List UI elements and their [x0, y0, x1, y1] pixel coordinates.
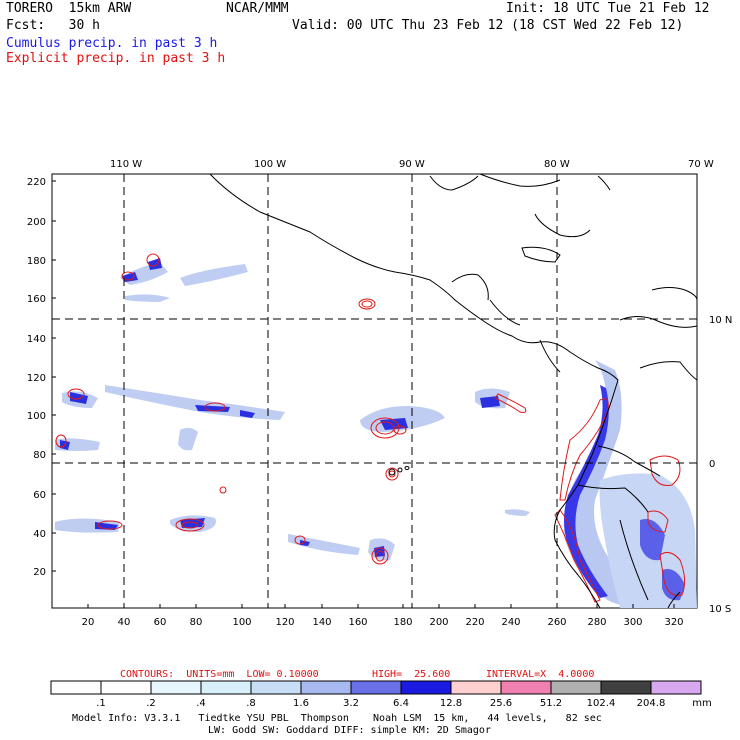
lon-label: 90 W — [399, 159, 425, 170]
colorbar-labels: .1 .2 .4 .8 1.6 3.2 6.4 12.8 25.6 51.2 1… — [96, 698, 712, 709]
lon-label: 70 W — [688, 159, 714, 170]
x-tick: 220 — [465, 617, 484, 628]
x-tick: 200 — [429, 617, 448, 628]
x-axis-ticks: 20 40 60 80 100 120 140 160 180 200 220 … — [82, 617, 684, 628]
colorbar-swatch — [100, 680, 152, 695]
colorbar-label: 12.8 — [440, 698, 462, 709]
physics-info: LW: Godd SW: Goddard DIFF: simple KM: 2D… — [208, 725, 491, 736]
x-tick: 240 — [501, 617, 520, 628]
contour-info: CONTOURS: UNITS=mm LOW= 0.10000 — [120, 669, 319, 680]
x-tick: 100 — [232, 617, 251, 628]
colorbar-swatch — [450, 680, 502, 695]
contour-interval: INTERVAL=X 4.0000 — [486, 669, 595, 680]
colorbar-swatch — [650, 680, 702, 695]
longitude-labels: 110 W 100 W 90 W 80 W 70 W — [110, 159, 714, 170]
y-tick: 100 — [27, 411, 46, 422]
y-tick: 40 — [33, 529, 46, 540]
y-tick: 220 — [27, 177, 46, 188]
valid-time: Valid: 00 UTC Thu 23 Feb 12 (18 CST Wed … — [292, 18, 684, 33]
colorbar-swatch — [350, 680, 402, 695]
explicit-legend: Explicit precip. in past 3 h — [6, 51, 226, 66]
colorbar-label: 1.6 — [293, 698, 309, 709]
colorbar-swatch — [50, 680, 102, 695]
colorbar-unit: mm — [692, 698, 711, 709]
explicit-precip-contours — [55, 253, 686, 603]
y-tick: 160 — [27, 294, 46, 305]
colorbar-swatch — [500, 680, 552, 695]
colorbar-label: .4 — [196, 698, 206, 709]
y-tick: 80 — [33, 450, 46, 461]
x-tick-marks — [87, 604, 675, 608]
colorbar-swatch — [200, 680, 252, 695]
y-tick: 20 — [33, 567, 46, 578]
lon-label: 80 W — [544, 159, 570, 170]
colorbar-label: 102.4 — [587, 698, 616, 709]
contour-high: HIGH= 25.600 — [372, 669, 451, 680]
y-axis-ticks: 220 200 180 160 140 120 100 80 60 40 20 — [27, 177, 46, 578]
colorbar-swatch — [250, 680, 302, 695]
colorbar-label: .8 — [246, 698, 256, 709]
galapagos-island — [388, 468, 396, 476]
coastlines — [209, 173, 698, 609]
colorbar — [50, 680, 702, 695]
x-tick: 320 — [664, 617, 683, 628]
colorbar-swatch — [550, 680, 602, 695]
y-tick: 180 — [27, 256, 46, 267]
forecast-hour: Fcst: 30 h — [6, 18, 100, 33]
colorbar-label: 204.8 — [637, 698, 666, 709]
lon-label: 100 W — [254, 159, 286, 170]
y-tick: 60 — [33, 490, 46, 501]
y-tick-marks — [52, 180, 56, 572]
x-tick: 180 — [393, 617, 412, 628]
latitude-labels: 10 N 0 10 S — [709, 315, 732, 615]
x-tick: 20 — [82, 617, 95, 628]
x-tick: 120 — [275, 617, 294, 628]
lon-label: 110 W — [110, 159, 142, 170]
model-info: Model Info: V3.3.1 Tiedtke YSU PBL Thomp… — [72, 713, 602, 724]
x-tick: 300 — [623, 617, 642, 628]
colorbar-swatch — [150, 680, 202, 695]
cumulus-legend: Cumulus precip. in past 3 h — [6, 36, 218, 51]
lat-label: 0 — [709, 459, 715, 470]
colorbar-swatch — [300, 680, 352, 695]
model-title: TORERO 15km ARW — [6, 1, 132, 16]
colorbar-swatch — [400, 680, 452, 695]
x-tick: 60 — [154, 617, 167, 628]
lat-label: 10 S — [709, 604, 731, 615]
colorbar-label: 3.2 — [343, 698, 359, 709]
colorbar-swatch — [600, 680, 652, 695]
org-label: NCAR/MMM — [226, 1, 289, 16]
graticule — [52, 174, 697, 608]
colorbar-label: 6.4 — [393, 698, 409, 709]
colorbar-label: .2 — [146, 698, 156, 709]
x-tick: 80 — [190, 617, 203, 628]
andes-precip-band — [563, 360, 697, 608]
y-tick: 200 — [27, 217, 46, 228]
lat-label: 10 N — [709, 315, 732, 326]
init-time: Init: 18 UTC Tue 21 Feb 12 — [506, 1, 710, 16]
colorbar-label: 25.6 — [490, 698, 512, 709]
y-tick: 120 — [27, 373, 46, 384]
y-tick: 140 — [27, 334, 46, 345]
x-tick: 280 — [587, 617, 606, 628]
x-tick: 260 — [547, 617, 566, 628]
colorbar-label: 51.2 — [540, 698, 562, 709]
colorbar-label: .1 — [96, 698, 106, 709]
x-tick: 140 — [312, 617, 331, 628]
x-tick: 160 — [348, 617, 367, 628]
x-tick: 40 — [118, 617, 131, 628]
